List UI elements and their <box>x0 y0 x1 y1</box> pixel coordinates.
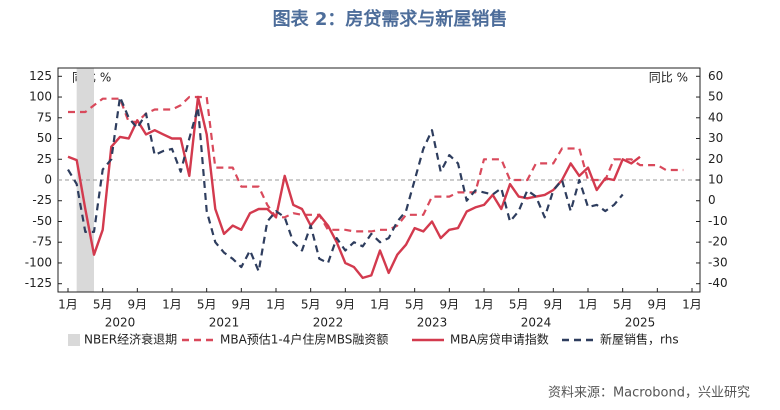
y2-tick-label: 0 <box>708 193 716 207</box>
year-label: 2024 <box>521 316 552 330</box>
y-tick-label: -50 <box>32 214 52 228</box>
source: 资料来源：Macrobond，兴业研究 <box>548 386 750 401</box>
y2-tick-label: 40 <box>708 110 723 124</box>
chart-title: 图表 2：房贷需求与新屋销售 <box>273 8 508 30</box>
x-tick-label: 1月 <box>58 298 78 312</box>
y-tick-label: 0 <box>44 173 52 187</box>
series-line <box>67 95 624 273</box>
year-label: 2022 <box>313 316 344 330</box>
y-tick-label: -125 <box>25 276 52 290</box>
x-tick-label: 5月 <box>197 298 217 312</box>
year-label: 2021 <box>209 316 240 330</box>
y-tick-label: -75 <box>32 235 52 249</box>
y-tick-label: 100 <box>29 90 52 104</box>
legend-label: MBA房贷申请指数 <box>450 332 549 347</box>
y2-tick-label: 20 <box>708 152 723 166</box>
y-tick-label: -100 <box>25 255 52 269</box>
x-tick-label: 9月 <box>336 298 356 312</box>
y-tick-label: 50 <box>37 131 52 145</box>
y2-tick-label: 50 <box>708 90 723 104</box>
x-tick-label: 9月 <box>232 298 252 312</box>
legend-label: NBER经济衰退期 <box>84 332 177 347</box>
x-tick-label: 5月 <box>613 298 633 312</box>
x-tick-label: 1月 <box>370 298 390 312</box>
x-tick-label: 9月 <box>648 298 668 312</box>
y-tick-label: 75 <box>37 110 52 124</box>
x-tick-label: 1月 <box>266 298 286 312</box>
legend-label: MBA预估1-4户住房MBS融资额 <box>220 332 388 347</box>
series-line <box>67 95 641 280</box>
y2-tick-label: 30 <box>708 131 723 145</box>
x-tick-label: 5月 <box>93 298 113 312</box>
y2-tick-label: 10 <box>708 173 723 187</box>
x-tick-label: 1月 <box>474 298 494 312</box>
y2-tick-label: 60 <box>708 69 723 83</box>
y2-tick-label: -30 <box>708 255 728 269</box>
year-label: 2025 <box>625 316 656 330</box>
y2-unit-label: 同比 % <box>649 71 688 85</box>
x-tick-label: 5月 <box>301 298 321 312</box>
year-label: 2020 <box>105 316 136 330</box>
x-tick-label: 9月 <box>544 298 564 312</box>
legend-swatch <box>68 334 80 346</box>
x-tick-label: 5月 <box>405 298 425 312</box>
y-tick-label: -25 <box>32 193 52 207</box>
x-tick-label: 9月 <box>440 298 460 312</box>
y-tick-label: 25 <box>37 152 52 166</box>
series-line <box>68 95 684 233</box>
y2-tick-label: -10 <box>708 214 728 228</box>
year-label: 2023 <box>417 316 448 330</box>
x-tick-label: 1月 <box>578 298 598 312</box>
x-tick-label: 1月 <box>162 298 182 312</box>
x-tick-label: 1月 <box>682 298 702 312</box>
y2-tick-label: -20 <box>708 235 728 249</box>
x-tick-label: 5月 <box>509 298 529 312</box>
y2-tick-label: -40 <box>708 276 728 290</box>
x-tick-label: 9月 <box>128 298 148 312</box>
legend-label: 新屋销售，rhs <box>600 332 679 347</box>
y-tick-label: 125 <box>29 69 52 83</box>
